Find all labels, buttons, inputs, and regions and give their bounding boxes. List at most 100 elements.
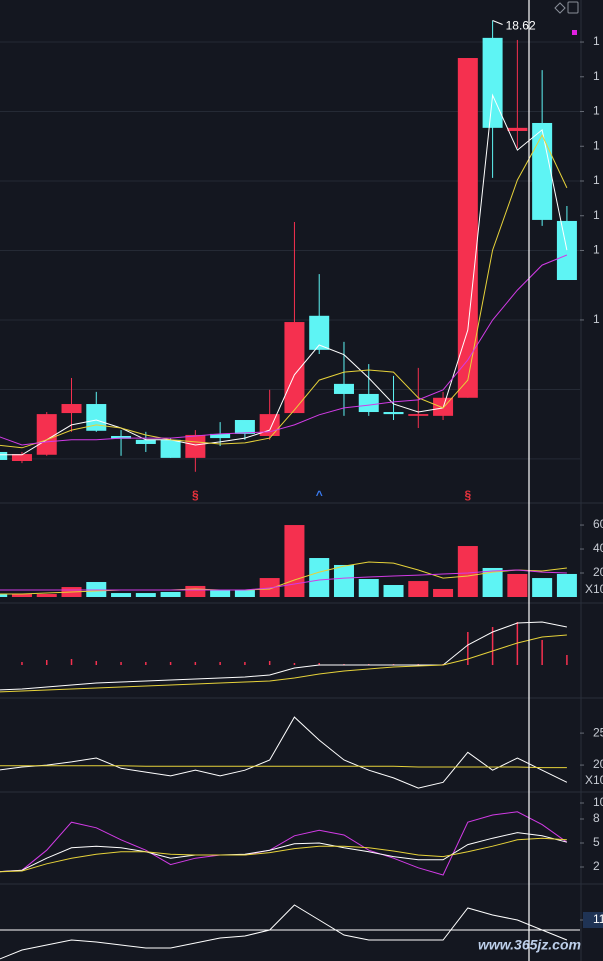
- macd-bar: [219, 662, 221, 665]
- y-tick-label: 20: [593, 757, 603, 771]
- volume-bar: [135, 593, 156, 598]
- macd-bar: [21, 662, 23, 665]
- macd-bar: [467, 632, 469, 665]
- macd-bar: [318, 663, 320, 665]
- y-tick-label: 1: [593, 173, 600, 187]
- macd-bar: [194, 662, 197, 665]
- volume-bar: [433, 588, 454, 598]
- y-tick-label: 8: [593, 811, 600, 825]
- y-tick-label: 2: [593, 859, 600, 873]
- candle-body: [135, 439, 156, 444]
- indicator-line: [0, 716, 568, 789]
- indicator-line: [0, 561, 567, 595]
- candle-body: [185, 434, 206, 458]
- volume-bar: [111, 593, 132, 598]
- macd-bar: [244, 662, 246, 665]
- volume-bar: [0, 594, 8, 598]
- y-tick-label: 1: [593, 243, 600, 257]
- indicator-line: [0, 254, 568, 446]
- candle-body: [507, 127, 528, 131]
- candle-body: [309, 315, 330, 350]
- volume-bar: [556, 573, 577, 598]
- candle-body: [11, 454, 32, 462]
- y-tick-label: 60: [593, 517, 603, 531]
- volume-bar: [309, 558, 330, 598]
- volume-bar: [185, 585, 206, 598]
- volume-bar: [11, 594, 32, 598]
- candle-body: [333, 383, 354, 394]
- y-tick-label: 1: [593, 34, 600, 48]
- indicator-dot: [572, 30, 577, 35]
- candle-body: [284, 322, 305, 414]
- macd-bar: [293, 663, 296, 665]
- volume-bar: [482, 567, 503, 598]
- candle-body: [86, 404, 107, 431]
- indicator-line: [0, 904, 568, 960]
- indicator-line: [0, 837, 567, 873]
- indicator-line: [0, 133, 568, 449]
- y-tick-label: 1: [593, 69, 600, 83]
- candle-body: [234, 420, 255, 434]
- candle-body: [556, 220, 577, 281]
- macd-bar: [541, 640, 543, 665]
- signal-marker: §: [192, 488, 199, 502]
- indicator-line: [0, 811, 568, 876]
- macd-bar: [95, 661, 98, 665]
- macd-bar: [566, 655, 568, 665]
- macd-bar: [268, 661, 271, 665]
- volume-bar: [160, 591, 181, 598]
- macd-bar: [145, 662, 147, 665]
- candle-body: [457, 58, 478, 398]
- y-tick-label: 1: [593, 208, 600, 222]
- y-tick-label: 5: [593, 835, 600, 849]
- volume-bar: [284, 525, 305, 598]
- volume-bar: [383, 585, 404, 598]
- volume-bar: [234, 590, 255, 598]
- y-tick-label: 40: [593, 541, 603, 555]
- candle-body: [61, 404, 82, 414]
- unit-label: X10: [585, 773, 603, 787]
- y-tick-label: 1: [593, 104, 600, 118]
- macd-bar: [120, 662, 122, 665]
- indicator-line: [0, 569, 567, 591]
- volume-bar: [36, 594, 57, 598]
- candle-body: [160, 439, 181, 458]
- tick-label-box: [583, 912, 603, 928]
- y-tick-label: 10: [593, 795, 603, 809]
- plot-area: 1 1 1 1 1 1 1 1 18.62 § ^ § 60 40 20 X10 25 20 X10 10 8 5 2 110: [0, 19, 603, 960]
- panel-icon[interactable]: [567, 1, 579, 14]
- candle-body: [532, 122, 553, 220]
- candle-body: [482, 37, 503, 128]
- indicator-line: [0, 621, 567, 691]
- y-tick-label: 110: [593, 912, 603, 926]
- volume-bar: [333, 564, 354, 598]
- indicator-line: [0, 832, 568, 873]
- candle-body: [210, 433, 231, 439]
- macd-bar: [169, 662, 172, 665]
- signal-marker: ^: [316, 488, 323, 502]
- y-tick-label: 1: [593, 138, 600, 152]
- toolbar-icons: [554, 1, 579, 14]
- high-leader: [492, 20, 503, 25]
- macd-bar: [70, 659, 73, 665]
- y-tick-label: 1: [593, 312, 600, 326]
- watermark: www.365jz.com: [478, 937, 581, 953]
- candle-body: [408, 414, 429, 416]
- volume-bar: [532, 578, 553, 598]
- volume-bar: [507, 573, 528, 598]
- volume-bar: [457, 546, 478, 598]
- indicator-line: [0, 765, 567, 769]
- volume-bar: [210, 590, 231, 598]
- volume-bar: [358, 579, 379, 598]
- high-label: 18.62: [506, 19, 536, 33]
- candle-body: [383, 412, 404, 415]
- candle-body: [0, 451, 8, 460]
- volume-bar: [408, 581, 429, 598]
- diamond-icon[interactable]: [554, 2, 566, 14]
- indicator-line: [0, 634, 567, 693]
- candle-body: [36, 414, 57, 455]
- candle-body: [358, 393, 379, 413]
- macd-bar: [45, 660, 48, 665]
